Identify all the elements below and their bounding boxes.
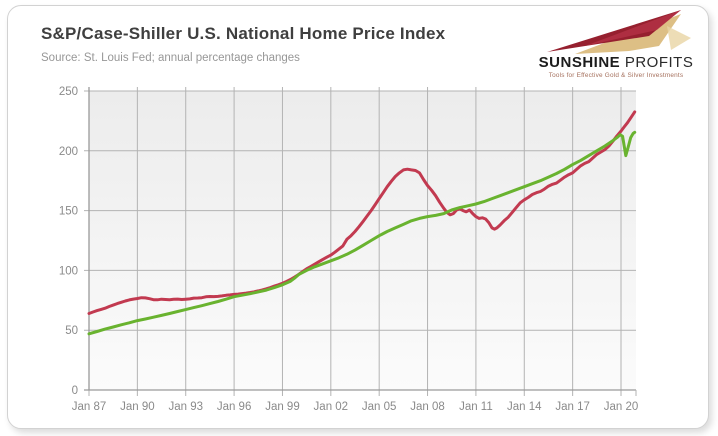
x-axis-label: Jan 99 (265, 401, 300, 413)
x-axis-label: Jan 17 (555, 401, 590, 413)
logo-wordmark-profits: PROFITS (620, 54, 694, 71)
sunshine-profits-logo: SUNSHINE PROFITS Tools for Effective Gol… (538, 10, 694, 79)
logo-wordmark-sunshine: SUNSHINE (538, 54, 621, 71)
chart-card: S&P/Case-Shiller U.S. National Home Pric… (7, 5, 709, 429)
y-axis-label: 200 (59, 146, 78, 158)
chart-header: S&P/Case-Shiller U.S. National Home Pric… (41, 24, 445, 64)
y-axis-label: 150 (59, 206, 78, 218)
page-title: S&P/Case-Shiller U.S. National Home Pric… (41, 24, 446, 43)
source-note: Source: St. Louis Fed; annual percentage… (41, 52, 300, 64)
logo-arrow-crimson-highlight (585, 10, 681, 46)
logo-arrow-gold-tail (667, 26, 691, 50)
home-price-chart: 0 50 100 150 200 250 Jan 87 Jan 90 Jan 93 Jan 96 J… (59, 86, 639, 413)
x-axis-label: Jan 02 (314, 401, 349, 413)
logo-arrow-icon (547, 10, 691, 54)
x-axis-label: Jan 05 (362, 401, 397, 413)
logo-arrow-maroon-blade (547, 10, 681, 52)
logo-tagline: Tools for Effective Gold & Silver Invest… (548, 72, 684, 79)
logo-wordmark: SUNSHINE PROFITS (538, 54, 694, 71)
plot-area (89, 91, 636, 390)
y-axis-label: 250 (59, 86, 78, 98)
y-axis-label: 50 (65, 325, 78, 337)
x-axis-label: Jan 20 (604, 401, 639, 413)
x-axis-label: Jan 93 (168, 401, 203, 413)
red-series-line (87, 110, 637, 315)
x-axis-label: Jan 11 (459, 401, 493, 413)
x-axis-label: Jan 90 (120, 401, 155, 413)
y-axis-label: 100 (59, 265, 78, 277)
green-series-line (87, 130, 637, 336)
x-axis-label: Jan 08 (410, 401, 445, 413)
x-axis-label: Jan 87 (72, 401, 107, 413)
x-axis-label: Jan 96 (217, 401, 252, 413)
x-axis-label: Jan 14 (507, 401, 542, 413)
y-axis-label: 0 (72, 385, 78, 397)
